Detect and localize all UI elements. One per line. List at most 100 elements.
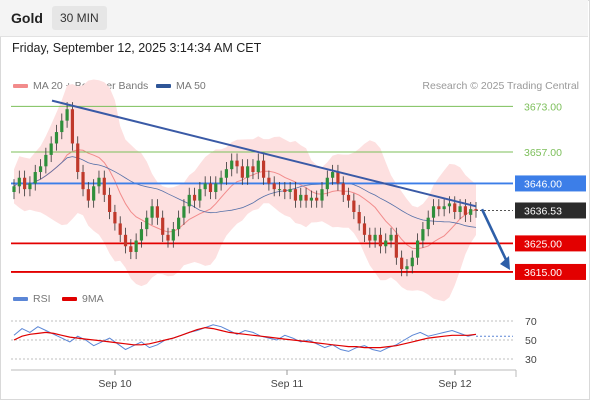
candle-body (150, 206, 154, 218)
candle (145, 210, 149, 237)
candle (123, 227, 128, 254)
candle-body (437, 206, 441, 210)
candle-body (81, 172, 85, 190)
candle (38, 159, 43, 180)
candle-body (33, 172, 37, 184)
candle-body (431, 206, 436, 218)
candle-body (123, 234, 128, 247)
candle-body (12, 186, 16, 193)
candle (288, 182, 292, 200)
candle (230, 153, 234, 177)
candle-body (240, 166, 244, 178)
candle-body (230, 160, 234, 170)
timeframe-button[interactable]: 30 MIN (52, 6, 107, 30)
x-tick-label: Sep 12 (438, 378, 471, 390)
candle-body (341, 183, 345, 195)
candle-body (309, 197, 313, 201)
candle-body (336, 172, 340, 184)
candle (150, 199, 154, 225)
candle-body (463, 206, 467, 215)
candle (283, 182, 287, 200)
candle-body (219, 177, 223, 184)
candle-body (410, 257, 414, 267)
copyright: Research © 2025 Trading Central (422, 80, 579, 92)
candle (203, 176, 207, 197)
candle-body (28, 183, 32, 190)
candle (49, 136, 53, 163)
candle-body (97, 177, 101, 187)
candle (208, 176, 213, 200)
legend-ma50-label: MA 50 (176, 80, 206, 92)
candle (118, 216, 122, 242)
candle-body (453, 203, 457, 212)
candle (171, 221, 175, 248)
candle (214, 176, 218, 200)
candle-body (182, 206, 186, 218)
candle-body (65, 109, 69, 121)
candle-body (203, 183, 207, 190)
candle-body (267, 177, 271, 184)
legend-ma50: MA 50 (156, 80, 206, 92)
candle-body (177, 217, 181, 230)
bollinger-band (14, 79, 476, 302)
forecast-arrow-shaft (480, 208, 510, 265)
candle-body (246, 166, 250, 178)
candle (129, 239, 133, 260)
candle (277, 182, 282, 197)
candle-body (368, 234, 372, 241)
candle-body (145, 217, 149, 230)
candle (155, 199, 159, 225)
candle (410, 250, 414, 274)
candle-body (325, 177, 329, 190)
candle (421, 221, 425, 248)
candle (139, 221, 144, 248)
ma20-line (13, 149, 477, 250)
candle-body (214, 183, 218, 193)
candle-body (166, 234, 170, 241)
candle (134, 233, 138, 260)
x-tick-label: Sep 11 (271, 378, 304, 390)
candle-body (415, 240, 420, 258)
level-label-3646.00: 3646.00 (524, 178, 562, 190)
candle-body (299, 194, 303, 201)
candle (187, 187, 191, 214)
candle (378, 227, 383, 254)
timestamp: Friday, September 12, 2025 3:14:34 AM CE… (12, 41, 262, 55)
top-bar: Gold 30 MIN (0, 0, 588, 37)
candle-body (421, 229, 425, 241)
candle (320, 182, 324, 208)
candle-body (277, 189, 282, 191)
candle-body (70, 109, 75, 144)
candle (23, 170, 27, 197)
candle (336, 164, 340, 191)
candle (12, 179, 16, 200)
candle-body (474, 209, 478, 211)
rsi-level-label-50: 50 (525, 335, 537, 347)
candle-body (362, 223, 367, 235)
x-tick-label: Sep 10 (98, 378, 131, 390)
level-box-3625.00 (515, 235, 586, 252)
rsi-ma-line (13, 326, 477, 349)
candle-body (320, 189, 324, 201)
candle (198, 182, 202, 208)
candle-body (469, 209, 473, 215)
candle (92, 179, 96, 208)
candle (442, 199, 446, 217)
candle-body (92, 186, 96, 201)
level-label-3625.00: 3625.00 (524, 238, 562, 250)
candle (267, 170, 271, 191)
candle (235, 153, 239, 174)
candle (261, 153, 266, 185)
ma50-line (13, 156, 477, 228)
candle (437, 199, 441, 217)
candle-body (447, 203, 452, 207)
candle-body (102, 177, 106, 195)
candle (44, 147, 48, 174)
candle (182, 199, 186, 225)
candle-body (389, 234, 393, 241)
candle (304, 187, 308, 208)
candle (309, 190, 313, 208)
candle-body (293, 189, 298, 201)
candle (256, 153, 260, 180)
candle (251, 159, 255, 180)
